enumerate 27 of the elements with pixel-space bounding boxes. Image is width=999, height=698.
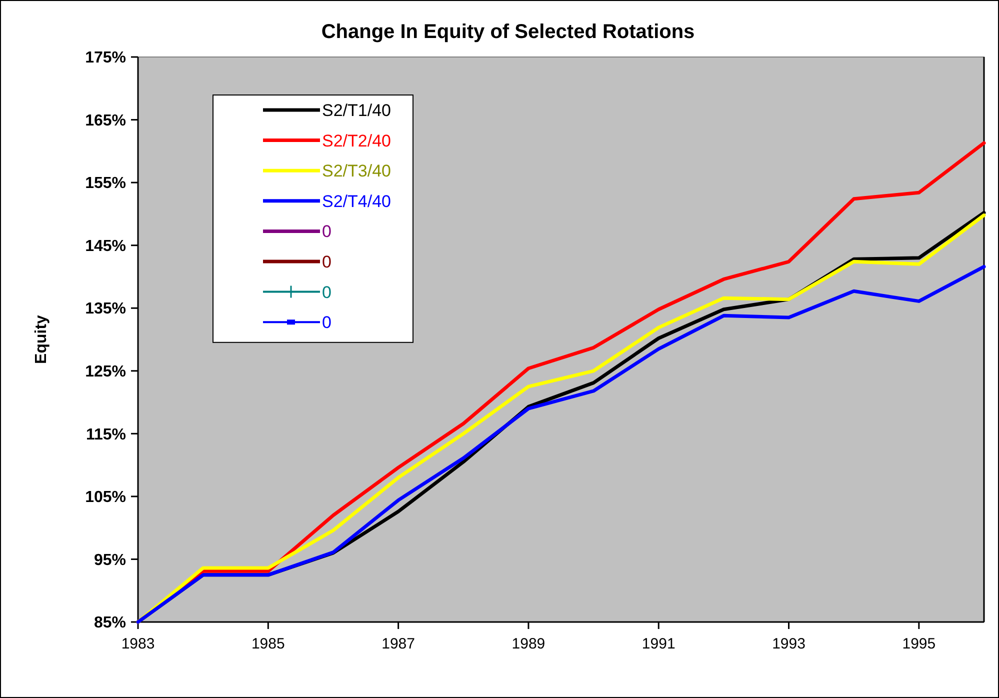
- y-tick-label: 85%: [94, 614, 126, 632]
- legend-label: S2/T1/40: [322, 100, 391, 120]
- x-tick-label: 1985: [251, 635, 285, 652]
- y-axis-title: Equity: [33, 314, 50, 364]
- y-tick-label: 165%: [85, 112, 126, 130]
- x-tick-label: 1993: [772, 635, 806, 652]
- legend-label: 0: [322, 282, 332, 302]
- y-tick-label: 105%: [85, 489, 126, 506]
- x-tick-label: 1987: [382, 635, 415, 652]
- legend-label: S2/T4/40: [322, 192, 391, 211]
- legend-label: 0: [322, 313, 332, 332]
- y-tick-label: 135%: [85, 300, 126, 318]
- x-tick-label: 1983: [121, 635, 155, 652]
- x-tick-label: 1989: [512, 635, 546, 652]
- y-tick-label: 175%: [85, 50, 126, 67]
- chart-title: Change In Equity of Selected Rotations: [321, 21, 695, 43]
- x-tick-label: 1995: [902, 635, 936, 652]
- y-tick-label: 95%: [94, 552, 126, 569]
- legend-label: 0: [322, 252, 332, 272]
- legend-label: S2/T2/40: [322, 131, 391, 150]
- y-tick-label: 125%: [85, 363, 126, 380]
- y-tick-label: 145%: [85, 238, 126, 255]
- y-tick-label: 155%: [85, 175, 126, 192]
- x-tick-label: 1991: [642, 635, 676, 652]
- legend-label: 0: [322, 222, 332, 242]
- legend-label: S2/T3/40: [322, 162, 391, 181]
- y-tick-label: 115%: [86, 426, 126, 444]
